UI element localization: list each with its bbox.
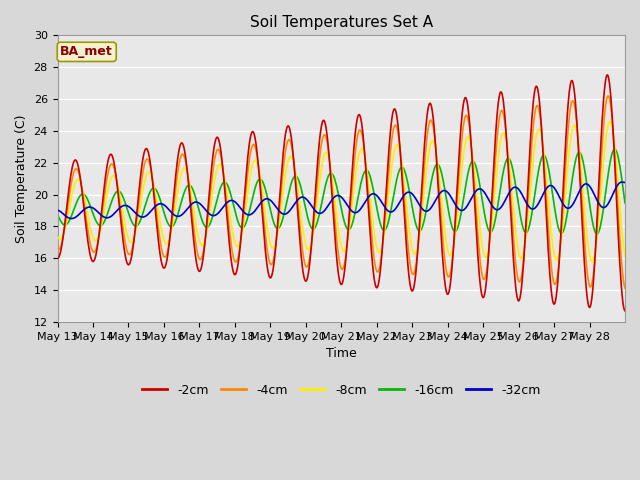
X-axis label: Time: Time — [326, 347, 356, 360]
Text: BA_met: BA_met — [60, 46, 113, 59]
Title: Soil Temperatures Set A: Soil Temperatures Set A — [250, 15, 433, 30]
Y-axis label: Soil Temperature (C): Soil Temperature (C) — [15, 114, 28, 243]
Legend: -2cm, -4cm, -8cm, -16cm, -32cm: -2cm, -4cm, -8cm, -16cm, -32cm — [137, 379, 545, 402]
